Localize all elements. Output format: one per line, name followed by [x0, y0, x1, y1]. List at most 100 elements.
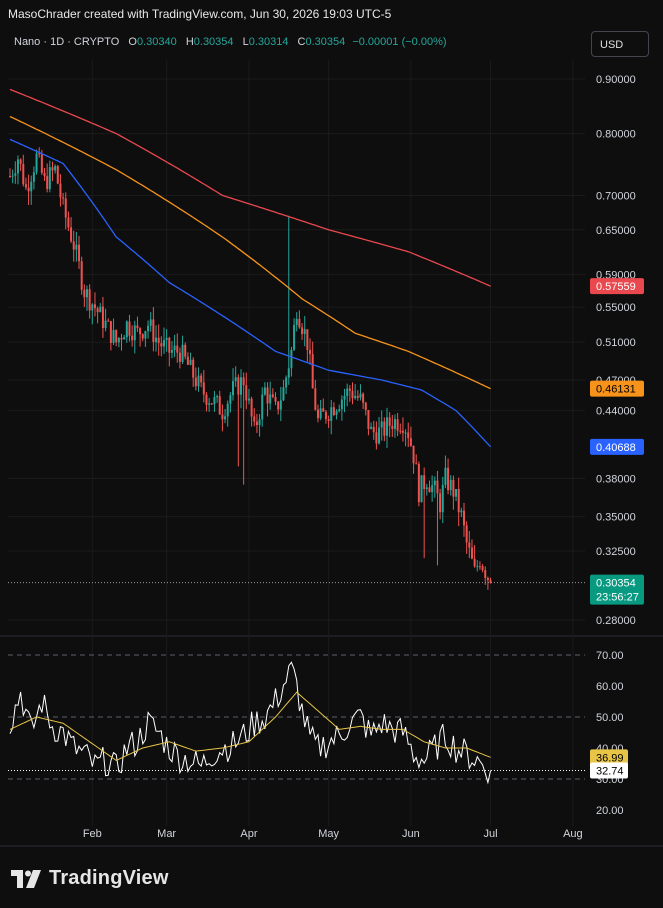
candle-body [239, 377, 242, 395]
candle-body [186, 356, 189, 365]
candle-body [170, 350, 173, 353]
candle-body [101, 306, 104, 329]
candle-body [75, 244, 78, 250]
price-tick-label: 0.55000 [596, 302, 636, 314]
candle-body [399, 430, 402, 432]
candle-body [359, 393, 362, 398]
candle-body [423, 475, 426, 489]
candle-body [332, 407, 335, 415]
candle-body [78, 244, 81, 262]
ma-value-label: 0.46131 [596, 384, 636, 396]
time-tick-label: Feb [83, 828, 102, 840]
tradingview-icon [11, 869, 41, 888]
candle-body [484, 570, 487, 579]
candle-body [258, 419, 261, 426]
candle-body [160, 343, 163, 347]
candle-body [269, 394, 272, 404]
candle-body [290, 349, 293, 369]
close-value: 0.30354 [305, 36, 346, 48]
candle-body [178, 352, 181, 362]
candle-body [263, 387, 266, 395]
candle-body [433, 480, 436, 486]
candle-body [176, 345, 179, 353]
candle-body [205, 394, 208, 405]
moving-average-line [9, 88, 491, 287]
candle-body [431, 485, 434, 493]
candle-body [9, 176, 11, 178]
candle-body [35, 153, 38, 173]
candle-body [367, 409, 370, 429]
attribution-text: MasoChrader created with TradingView.com… [8, 7, 392, 21]
high-label: H [185, 36, 194, 48]
candle-body [455, 488, 458, 497]
candle-body [393, 419, 396, 429]
attribution-header: MasoChrader created with TradingView.com… [0, 0, 663, 28]
candle-body [22, 163, 25, 185]
price-tick-label: 0.35000 [596, 512, 636, 524]
candle-body [14, 173, 17, 176]
candle-body [420, 475, 423, 503]
candle-body [202, 382, 205, 395]
candle-body [409, 438, 412, 446]
rsi-ma-value: 36.99 [596, 752, 624, 764]
candle-body [213, 397, 216, 405]
candle-body [386, 417, 389, 436]
price-tick-label: 0.38000 [596, 474, 636, 486]
candle-body [27, 187, 30, 192]
candle-body [287, 368, 290, 378]
candle-body [425, 487, 428, 489]
candle-body [391, 425, 394, 429]
candle-body [343, 395, 346, 400]
candle-body [298, 318, 301, 328]
close-label: C [297, 36, 306, 48]
candle-body [247, 398, 250, 401]
price-tick-label: 0.65000 [596, 225, 636, 237]
candle-body [274, 396, 277, 402]
candle-body [67, 217, 70, 228]
candle-body [224, 416, 227, 420]
candle-body [417, 463, 420, 503]
candle-body [476, 566, 479, 568]
candle-body [162, 340, 165, 347]
tradingview-logo[interactable]: TradingView [11, 867, 169, 890]
candle-body [197, 375, 200, 387]
candle-body [439, 493, 442, 513]
candle-body [463, 510, 466, 526]
candle-body [309, 349, 312, 355]
price-tick-label: 0.80000 [596, 129, 636, 141]
candle-body [208, 403, 211, 405]
candle-body [253, 416, 256, 422]
candle-body [200, 375, 203, 383]
candle-body [141, 334, 144, 339]
candle-body [40, 154, 43, 173]
candle-body [229, 395, 232, 404]
rsi-tick-label: 20.00 [596, 805, 624, 817]
candle-body [56, 166, 59, 184]
currency-button[interactable]: USD [591, 31, 649, 57]
rsi-value: 32.74 [596, 766, 624, 778]
chart-canvas[interactable]: 0.900000.800000.700000.650000.590000.550… [0, 0, 663, 856]
price-tick-label: 0.90000 [596, 74, 636, 86]
candle-body [261, 394, 264, 420]
candle-body [226, 403, 229, 417]
candle-body [123, 337, 126, 340]
candle-body [109, 321, 112, 343]
candle-body [133, 325, 136, 341]
high-value: 0.30354 [193, 36, 234, 48]
ma-value-label: 0.57559 [596, 281, 636, 293]
open-label: O [128, 36, 137, 48]
candle-body [324, 411, 327, 420]
candle-body [378, 427, 381, 444]
candle-body [91, 304, 94, 311]
candle-body [340, 399, 343, 410]
candle-body [120, 337, 123, 340]
candle-body [149, 319, 152, 326]
rsi-series-line [9, 691, 491, 761]
time-tick-label: Jun [402, 828, 420, 840]
symbol-name: Nano · 1D · CRYPTO [14, 36, 120, 48]
candle-body [415, 463, 418, 465]
candle-body [147, 325, 150, 332]
candle-body [157, 337, 160, 344]
candle-body [330, 407, 333, 421]
candle-body [152, 319, 155, 343]
